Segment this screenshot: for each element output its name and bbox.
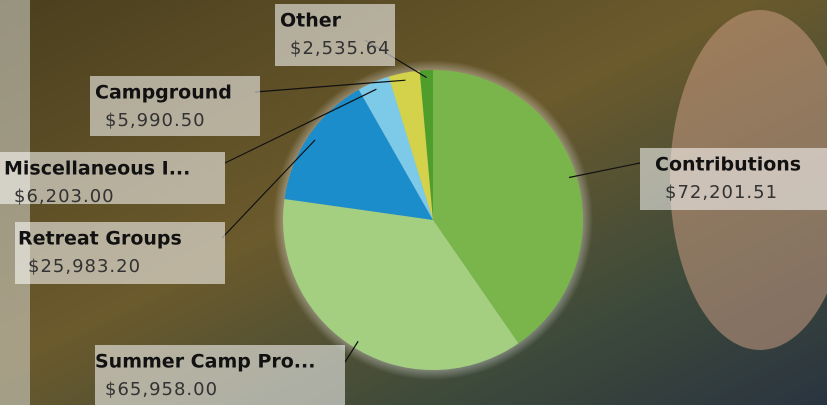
value-label: $5,990.50 — [105, 110, 206, 131]
value-label: $65,958.00 — [105, 379, 218, 400]
value-label: $25,983.20 — [28, 256, 141, 277]
chart: Contributions $72,201.51 Summer Camp Pro..… — [0, 0, 827, 405]
value-label: $6,203.00 — [14, 186, 115, 207]
category-label: Other — [280, 10, 342, 32]
category-label: Summer Camp Pro... — [95, 351, 315, 373]
value-label: $2,535.64 — [290, 38, 391, 59]
category-label: Contributions — [655, 154, 801, 176]
category-label: Campground — [95, 82, 232, 104]
category-label: Retreat Groups — [18, 228, 182, 250]
pie — [283, 70, 583, 370]
category-label: Miscellaneous I... — [4, 158, 190, 180]
page: {"chart_data": {"type": "pie", "categori… — [0, 0, 827, 405]
value-label: $72,201.51 — [665, 182, 778, 203]
